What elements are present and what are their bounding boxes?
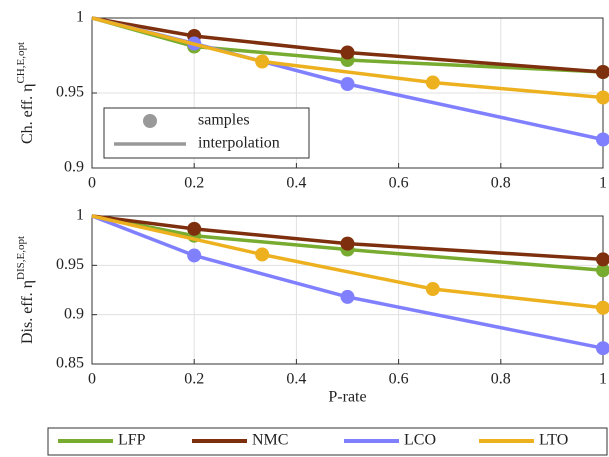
series-line <box>91 214 604 350</box>
sample-marker <box>187 221 202 236</box>
y-axis-label-superscript: DIS,E,opt <box>15 236 27 280</box>
x-tick-label: 0.8 <box>491 175 511 192</box>
legend-label: NMC <box>252 432 288 449</box>
sample-marker <box>425 282 440 297</box>
sample-marker <box>340 77 355 91</box>
y-tick-label: 0.9 <box>64 159 84 176</box>
y-tick-label: 0.95 <box>56 84 84 101</box>
x-tick-label: 0.4 <box>286 371 306 388</box>
legend-label: LCO <box>404 432 436 449</box>
x-tick-label: 0.6 <box>389 371 409 388</box>
y-axis-label: Ch. eff. ηCH,E,opt <box>15 42 36 144</box>
y-axis-label: Dis. eff. ηDIS,E,opt <box>15 236 36 344</box>
axes-box <box>91 215 604 365</box>
y-tick-label: 0.95 <box>56 256 84 273</box>
legend-label: LFP <box>118 432 146 449</box>
x-tick-label: 0.8 <box>491 371 511 388</box>
sample-marker <box>596 263 609 278</box>
x-tick-label: 0.2 <box>184 175 204 192</box>
y-tick-label: 1 <box>76 207 84 224</box>
series-line <box>91 214 604 262</box>
legend-label: samples <box>198 112 250 129</box>
legend-label: interpolation <box>198 135 280 152</box>
sample-marker <box>596 341 609 356</box>
x-tick-label: 0.6 <box>389 175 409 192</box>
sample-marker <box>596 252 609 267</box>
legend-box <box>103 107 310 159</box>
y-tick-label: 0.85 <box>56 355 84 372</box>
y-axis-label-main: Ch. eff. η <box>19 84 36 145</box>
sample-marker <box>340 289 355 304</box>
x-tick-label: 0 <box>88 175 96 192</box>
sample-marker <box>340 236 355 251</box>
x-tick-label: 0.4 <box>286 175 306 192</box>
x-tick-label: 0.2 <box>184 371 204 388</box>
legend-marker <box>143 114 157 128</box>
sample-marker <box>255 54 270 69</box>
x-tick-label: 0 <box>88 371 96 388</box>
sample-marker <box>340 45 355 60</box>
sample-marker <box>255 247 270 262</box>
legend-label: LTO <box>539 432 568 449</box>
x-tick-label: 1 <box>599 371 607 388</box>
sample-marker <box>425 75 440 90</box>
y-tick-label: 0.9 <box>64 305 84 322</box>
x-axis-label: P-rate <box>328 389 366 406</box>
series-line <box>91 214 604 310</box>
sample-marker <box>596 300 609 315</box>
series-line <box>91 16 604 100</box>
series-line <box>91 16 604 74</box>
y-axis-label-superscript: CH,E,opt <box>15 42 27 84</box>
y-tick-label: 1 <box>76 9 84 26</box>
y-axis-label-main: Dis. eff. η <box>19 280 36 344</box>
sample-marker <box>596 65 609 79</box>
sample-marker <box>596 90 609 105</box>
sample-marker <box>596 132 609 147</box>
sample-marker <box>187 248 202 263</box>
x-tick-label: 1 <box>599 175 607 192</box>
